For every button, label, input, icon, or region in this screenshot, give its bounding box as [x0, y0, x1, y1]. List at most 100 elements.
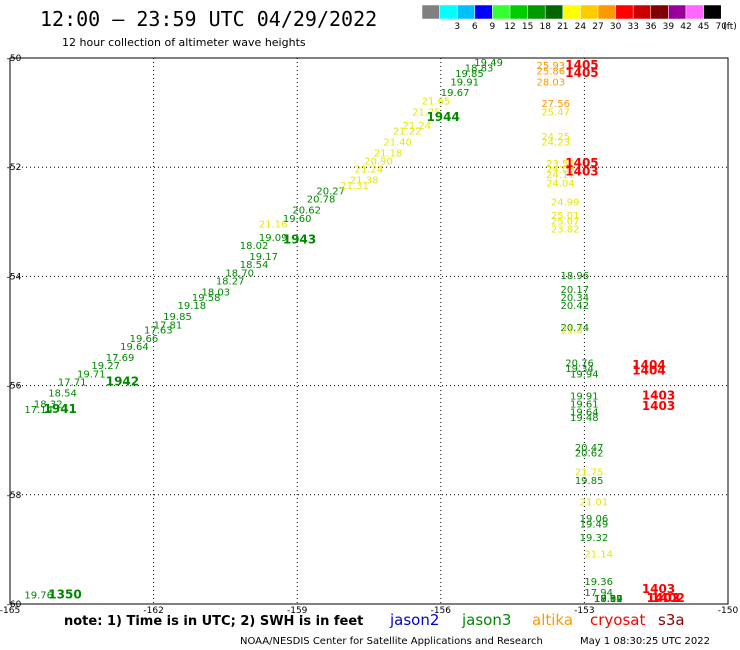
wave-height-label: 21.14 — [584, 550, 613, 561]
wave-height-label: 28.03 — [537, 77, 566, 88]
time-label: 1942 — [106, 375, 139, 389]
color-bin — [527, 4, 546, 20]
wave-height-label: 18.83 — [465, 64, 494, 75]
wave-height-label: 23.52 — [546, 159, 575, 170]
wave-height-label: 19.67 — [441, 88, 470, 99]
wave-height-label: 19.18 — [178, 301, 207, 312]
wave-height-label: 19.09 — [259, 233, 288, 244]
satellite-legend-item: s3a — [658, 611, 685, 629]
wave-height-label: 21.22 — [393, 126, 422, 137]
time-labels: 1941194219431944135014051405140514031404… — [44, 58, 685, 605]
wave-height-label: 24.04 — [546, 178, 575, 189]
wave-height-label: 19.34 — [565, 364, 594, 375]
color-bin — [544, 4, 564, 20]
wave-height-label: 19.06 — [580, 514, 609, 525]
wave-height-label: 19.48 — [570, 413, 599, 424]
x-tick-label: -165 — [0, 606, 20, 616]
wave-height-label: 27.56 — [541, 99, 570, 110]
time-label: 1403 — [565, 164, 598, 178]
color-bin — [474, 4, 493, 20]
wave-height-label: 18.94 — [594, 594, 623, 605]
wave-height-label: 19.02 — [594, 594, 623, 605]
color-bin-label: 30 — [610, 22, 622, 32]
data-points: 19.7617.1418.3218.5417.7119.7119.2717.69… — [24, 58, 622, 605]
y-tick-label: -52 — [7, 163, 22, 173]
wave-height-label: 24.08 — [546, 165, 575, 176]
wave-height-label: 18.03 — [201, 288, 230, 299]
wave-height-label: 20.78 — [307, 195, 336, 206]
wave-height-label: 18.02 — [240, 241, 269, 252]
time-label: 1403 — [642, 582, 675, 596]
satellite-legend-item: jason3 — [461, 611, 511, 629]
wave-height-label: 19.49 — [580, 520, 609, 531]
y-tick-labels: -50 -52 -54 -56 -58 -60 — [7, 54, 22, 610]
wave-height-label: 20.62 — [292, 206, 321, 217]
x-tick-label: -162 — [143, 606, 163, 616]
wave-height-label: 19.85 — [575, 476, 604, 487]
grid-lines — [10, 58, 728, 604]
wave-height-label: 19.71 — [77, 369, 106, 380]
wave-height-label: 18.17 — [594, 594, 623, 605]
wave-height-label: 19.58 — [192, 293, 221, 304]
wave-height-label: 21.31 — [340, 181, 369, 192]
wave-height-label: 18.96 — [560, 271, 589, 282]
wave-height-label: 20.90 — [364, 156, 393, 167]
wave-height-label: 21.38 — [350, 176, 379, 187]
wave-height-label: 20.42 — [560, 301, 589, 312]
wave-height-label: 20.74 — [560, 323, 589, 334]
wave-height-label: 19.61 — [570, 399, 599, 410]
wave-height-label: 20.47 — [575, 443, 604, 454]
satellite-legend: jason2 jason3 altika cryosat s3a — [389, 611, 685, 629]
wave-height-label: 20.17 — [560, 285, 589, 296]
x-tick-label: -159 — [287, 606, 308, 616]
wave-height-label: 21.16 — [259, 219, 288, 230]
chart-title: 12:00 – 23:59 UTC 04/29/2022 — [40, 7, 377, 31]
wave-height-label: 17.81 — [154, 320, 183, 331]
wave-height-label: 25.93 — [537, 61, 566, 72]
wave-height-label: 19.66 — [130, 334, 159, 345]
wave-height-label: 24.23 — [541, 137, 570, 148]
wave-height-label: 21.75 — [412, 107, 441, 118]
wave-height-label: 24.99 — [551, 197, 580, 208]
wave-height-label: 19.32 — [580, 533, 609, 544]
wave-height-label: 20.62 — [575, 449, 604, 460]
footer-note: note: 1) Time is in UTC; 2) SWH is in fe… — [64, 614, 363, 629]
color-bin-label: 42 — [680, 22, 691, 32]
wave-height-label: 19.85 — [163, 312, 192, 323]
footer-generated: May 1 08:30:25 UTC 2022 — [580, 636, 710, 647]
color-scale-legend: 3 6 9 12 15 18 21 24 27 30 33 36 39 42 45 70(ft) — [421, 4, 737, 32]
wave-height-label: 20.34 — [560, 293, 589, 304]
wave-height-label: 17.69 — [106, 353, 135, 364]
color-bin-label: 18 — [539, 22, 551, 32]
color-bin-label: 27 — [592, 22, 603, 32]
wave-height-label: 19.91 — [570, 391, 599, 402]
time-label: 1403 — [647, 591, 680, 605]
wave-height-label: 24.11 — [546, 170, 575, 181]
footer-credit: NOAA/NESDIS Center for Satellite Applica… — [240, 636, 543, 647]
color-bin — [456, 4, 476, 20]
time-label: 1404 — [632, 364, 665, 378]
color-bin-label: 12 — [504, 22, 515, 32]
color-bin-label: 6 — [472, 22, 478, 32]
wave-height-label: 19.27 — [91, 361, 120, 372]
wave-height-label: 19.94 — [570, 369, 599, 380]
wave-height-label: 21.8 — [560, 326, 582, 337]
wave-height-label: 21.40 — [383, 137, 412, 148]
color-bin-label: 24 — [575, 22, 587, 32]
wave-height-label: 18.54 — [48, 389, 77, 400]
color-bin-label: 39 — [663, 22, 675, 32]
color-bin — [685, 4, 704, 20]
time-label: 1943 — [283, 233, 316, 247]
wave-height-label: 18.27 — [216, 277, 245, 288]
time-label: 1941 — [44, 402, 77, 416]
time-label: 1405 — [565, 66, 598, 80]
time-label: 1404 — [632, 358, 665, 372]
wave-height-label: 19.91 — [450, 77, 479, 88]
x-tick-label: -153 — [574, 606, 594, 616]
color-bin — [615, 4, 634, 20]
satellite-legend-item: cryosat — [590, 611, 645, 629]
wave-height-label: 21.65 — [422, 96, 451, 107]
satellite-legend-item: jason2 — [389, 611, 439, 629]
wave-height-label: 19.49 — [474, 58, 503, 69]
